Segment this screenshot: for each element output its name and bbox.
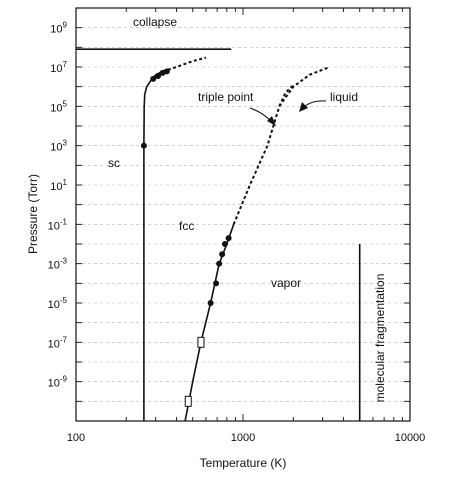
data-point-open: [197, 336, 205, 348]
x-tick-label: 100: [67, 432, 85, 444]
y-axis-label: Pressure (Torr): [26, 174, 40, 254]
liquid-label: liquid: [330, 90, 358, 104]
liquid-arrowhead: [299, 102, 308, 112]
triple-point-label: triple point: [198, 90, 254, 104]
x-axis-label: Temperature (K): [200, 456, 287, 470]
dashed-curve: [278, 66, 330, 107]
y-tick-label: 109: [50, 21, 67, 36]
data-point-filled: [213, 280, 220, 287]
data-point-open: [184, 395, 192, 407]
tick-layer: 100 1000 10000 109 107 105 103 101 10-1 10-3 10-5 1…: [48, 7, 426, 444]
x-tick-label: 10000: [395, 432, 426, 444]
series-layer: [76, 48, 361, 422]
y-tick-label: 107: [50, 60, 67, 75]
grid-layer: [76, 7, 410, 422]
data-point-filled: [207, 300, 214, 306]
dashed-curve: [162, 56, 207, 73]
y-tick-label: 10-5: [48, 296, 68, 311]
data-point-filled: [225, 235, 232, 242]
data-point-filled: [216, 260, 223, 267]
data-point-filled: [150, 75, 157, 82]
data-point-filled: [221, 241, 228, 247]
triple-point-arrowhead: [267, 116, 276, 126]
y-tick-label: 103: [50, 139, 67, 154]
y-tick-label: 10-7: [48, 335, 68, 350]
dashed-curve: [278, 84, 294, 107]
data-point-filled: [155, 72, 162, 79]
region-vapor-label: vapor: [271, 276, 301, 290]
x-tick-label: 1000: [231, 432, 255, 444]
solid-curve: [143, 70, 163, 421]
y-tick-label: 10-9: [48, 375, 68, 390]
data-point-filled: [140, 142, 147, 149]
molecular-fragmentation-label: molecular fragmentation: [373, 274, 387, 403]
y-tick-label: 10-3: [48, 257, 68, 272]
region-sc-label: sc: [108, 156, 120, 170]
dashed-curve: [232, 106, 281, 225]
collapse-label: collapse: [133, 15, 177, 29]
y-tick-label: 101: [50, 178, 67, 193]
y-tick-label: 10-1: [48, 217, 68, 232]
marker-layer: [140, 68, 232, 407]
data-point-filled: [219, 251, 226, 258]
y-tick-label: 105: [50, 99, 67, 114]
region-fcc-label: fcc: [179, 219, 194, 233]
data-point-filled: [163, 68, 170, 75]
